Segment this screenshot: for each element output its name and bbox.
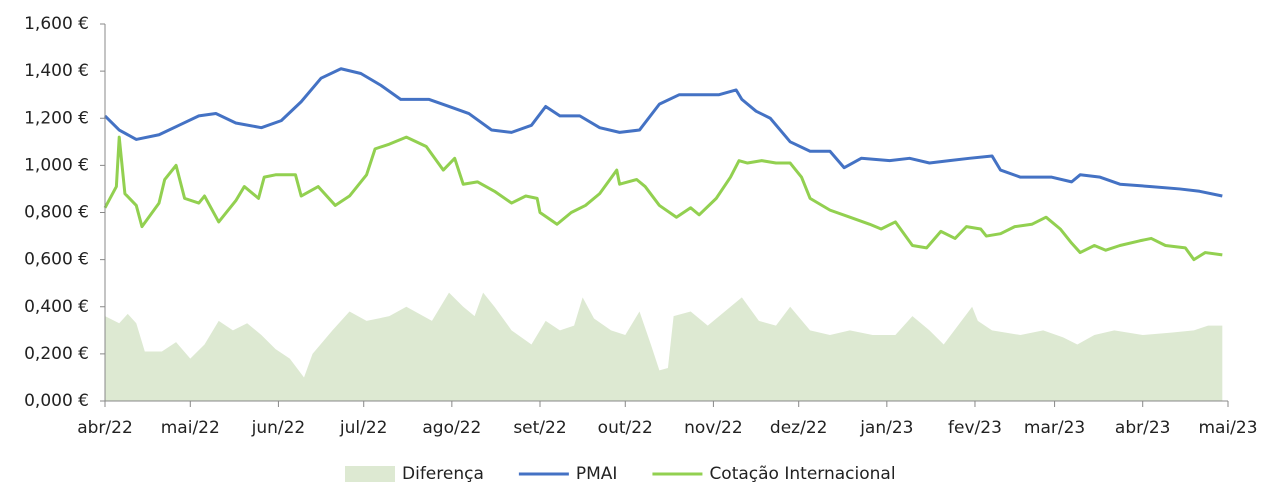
x-tick-label: abr/23 bbox=[1115, 418, 1171, 438]
y-tick-label: 1,000 € bbox=[24, 155, 89, 175]
x-tick-label: abr/22 bbox=[77, 418, 133, 438]
x-tick-label: mar/23 bbox=[1024, 418, 1085, 438]
y-tick-label: 0,200 € bbox=[24, 344, 89, 364]
legend-label: Diferença bbox=[402, 464, 484, 484]
y-tick-label: 1,400 € bbox=[24, 61, 89, 81]
x-tick-label: fev/23 bbox=[948, 418, 1002, 438]
x-tick-label: mai/23 bbox=[1198, 418, 1257, 438]
y-tick-label: 1,200 € bbox=[24, 108, 89, 128]
x-tick-label: set/22 bbox=[513, 418, 566, 438]
area bbox=[105, 292, 1223, 401]
line bbox=[103, 135, 1223, 262]
x-tick-label: jun/22 bbox=[251, 418, 306, 438]
y-tick-label: 0,800 € bbox=[24, 203, 89, 223]
line bbox=[103, 67, 1223, 198]
legend-swatch bbox=[345, 466, 395, 482]
x-tick-label: out/22 bbox=[598, 418, 653, 438]
x-tick-label: jan/23 bbox=[859, 418, 913, 438]
x-tick-label: jul/22 bbox=[339, 418, 388, 438]
x-tick-label: ago/22 bbox=[422, 418, 481, 438]
legend-label: PMAI bbox=[576, 464, 618, 484]
x-tick-label: dez/22 bbox=[770, 418, 828, 438]
x-tick-label: mai/22 bbox=[161, 418, 220, 438]
y-tick-label: 0,000 € bbox=[24, 391, 89, 411]
y-tick-label: 0,400 € bbox=[24, 297, 89, 317]
legend-label: Cotação Internacional bbox=[709, 464, 895, 484]
y-tick-label: 1,600 € bbox=[24, 14, 89, 34]
x-tick-label: nov/22 bbox=[684, 418, 743, 438]
y-tick-label: 0,600 € bbox=[24, 250, 89, 270]
